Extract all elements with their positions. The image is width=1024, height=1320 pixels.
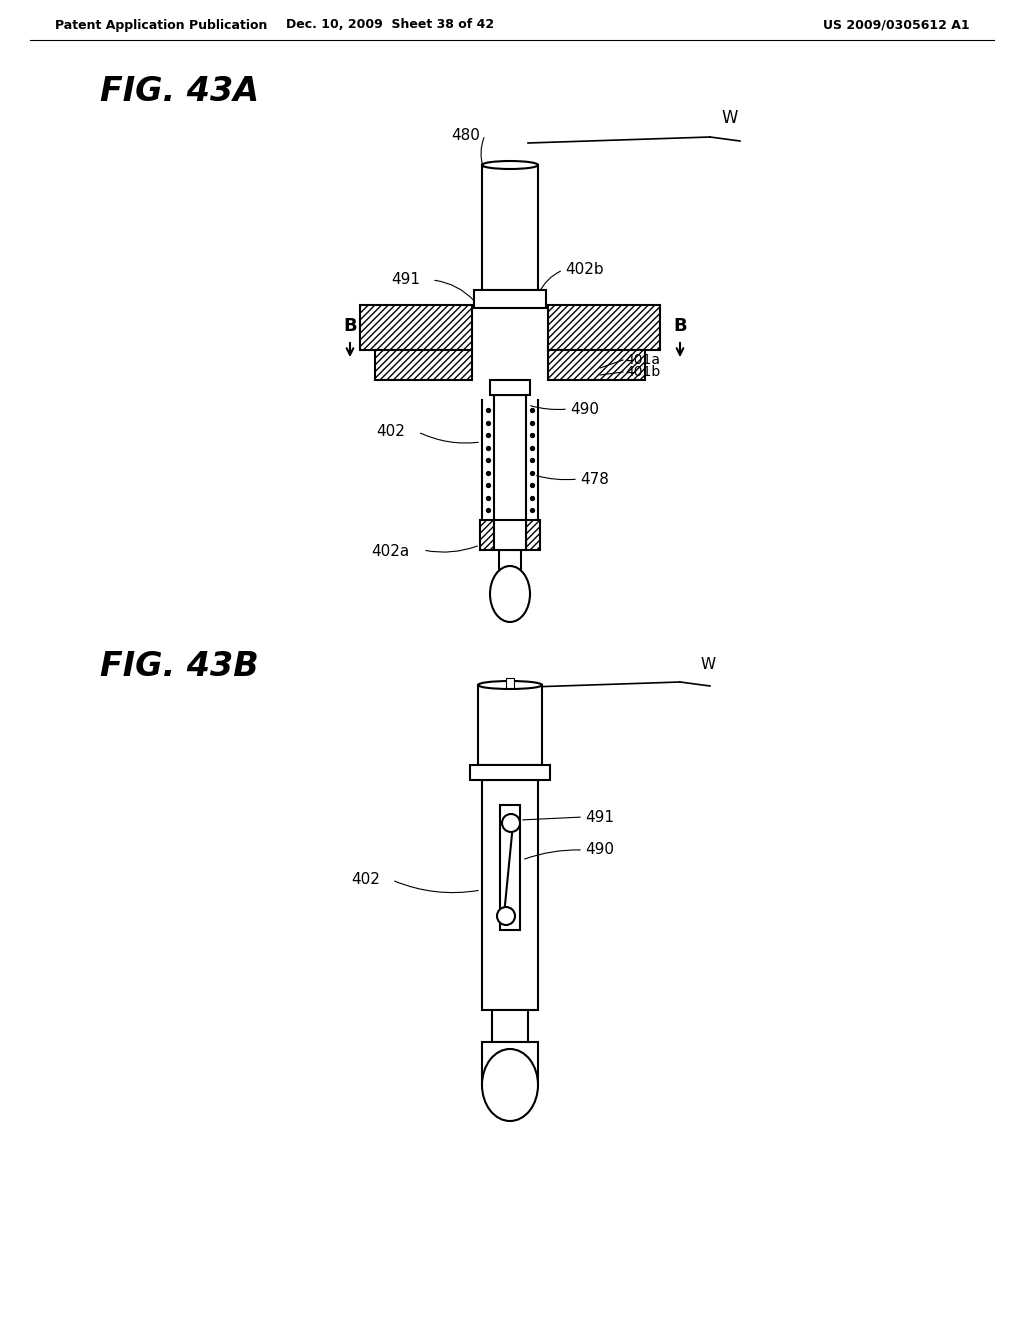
Text: FIG. 43B: FIG. 43B (100, 649, 259, 682)
Text: Patent Application Publication: Patent Application Publication (55, 18, 267, 32)
Bar (490, 380, 530, 395)
Bar (548, 305, 660, 350)
Text: 402: 402 (376, 425, 406, 440)
Ellipse shape (482, 161, 538, 169)
Text: FIG. 43A: FIG. 43A (100, 75, 259, 108)
Text: 402a: 402a (372, 544, 410, 560)
Text: 490: 490 (585, 842, 614, 858)
Ellipse shape (490, 566, 530, 622)
Text: 402: 402 (351, 873, 380, 887)
Bar (360, 305, 472, 350)
Bar (482, 165, 538, 290)
Circle shape (497, 907, 515, 925)
Bar (470, 766, 550, 780)
Bar (474, 290, 546, 308)
Ellipse shape (482, 1049, 538, 1121)
Text: B: B (343, 317, 356, 335)
Bar (375, 350, 472, 380)
Bar (494, 520, 526, 550)
Ellipse shape (478, 681, 542, 689)
Text: 401a: 401a (625, 352, 660, 367)
Bar (494, 395, 526, 525)
Bar (506, 678, 514, 688)
Text: 491: 491 (585, 809, 614, 825)
Text: W: W (700, 657, 716, 672)
Text: 401b: 401b (625, 366, 660, 379)
Text: US 2009/0305612 A1: US 2009/0305612 A1 (823, 18, 970, 32)
Bar (482, 1041, 538, 1085)
Circle shape (502, 814, 520, 832)
Text: 491: 491 (391, 272, 420, 288)
Bar (492, 1010, 528, 1041)
Bar (500, 805, 520, 931)
Text: 402b: 402b (565, 263, 603, 277)
Text: 478: 478 (580, 473, 609, 487)
Bar (526, 520, 540, 550)
Bar (499, 550, 521, 594)
Bar (482, 780, 538, 1010)
Text: Dec. 10, 2009  Sheet 38 of 42: Dec. 10, 2009 Sheet 38 of 42 (286, 18, 494, 32)
Bar (478, 685, 542, 766)
Bar (480, 520, 494, 550)
Text: W: W (722, 110, 738, 127)
Text: B: B (673, 317, 687, 335)
Text: 490: 490 (570, 403, 599, 417)
Text: 480: 480 (452, 128, 480, 143)
Bar (548, 350, 645, 380)
